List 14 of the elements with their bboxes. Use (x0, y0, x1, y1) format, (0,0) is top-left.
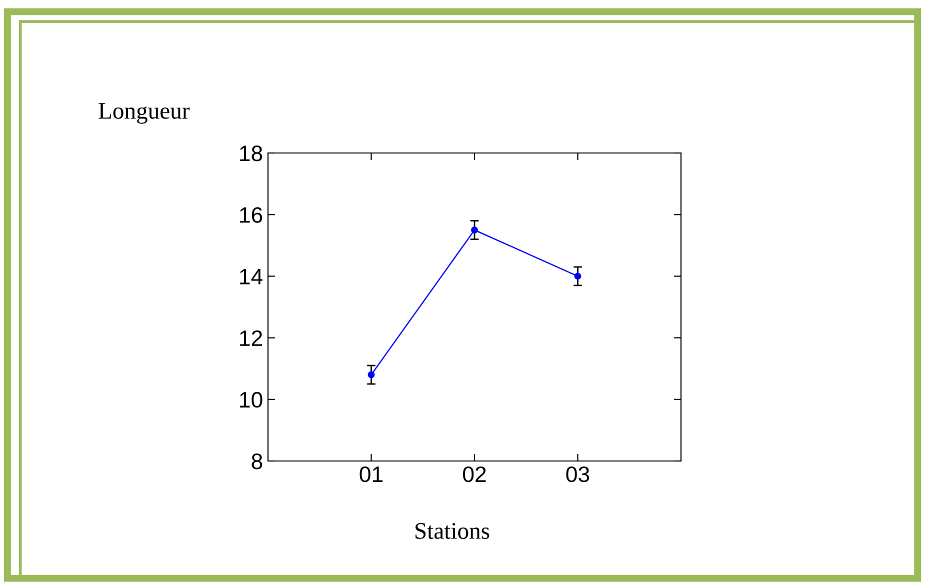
point (574, 272, 582, 280)
x-tick-label: 01 (360, 466, 383, 482)
y-tick-label: 18 (240, 146, 262, 162)
y-tick-label: 12 (240, 330, 262, 346)
y-tick-label: 14 (240, 268, 262, 284)
x-tick-label: 03 (566, 466, 590, 482)
y-tick-label: 8 (252, 454, 262, 470)
point (368, 371, 375, 378)
point (471, 226, 478, 234)
x-tick-label: 02 (463, 466, 486, 482)
x-axis-title: Stations (416, 523, 490, 539)
y-tick-label: 10 (240, 392, 262, 408)
y-tick-label: 16 (240, 207, 262, 223)
y-axis-title: Longueur (98, 103, 190, 124)
